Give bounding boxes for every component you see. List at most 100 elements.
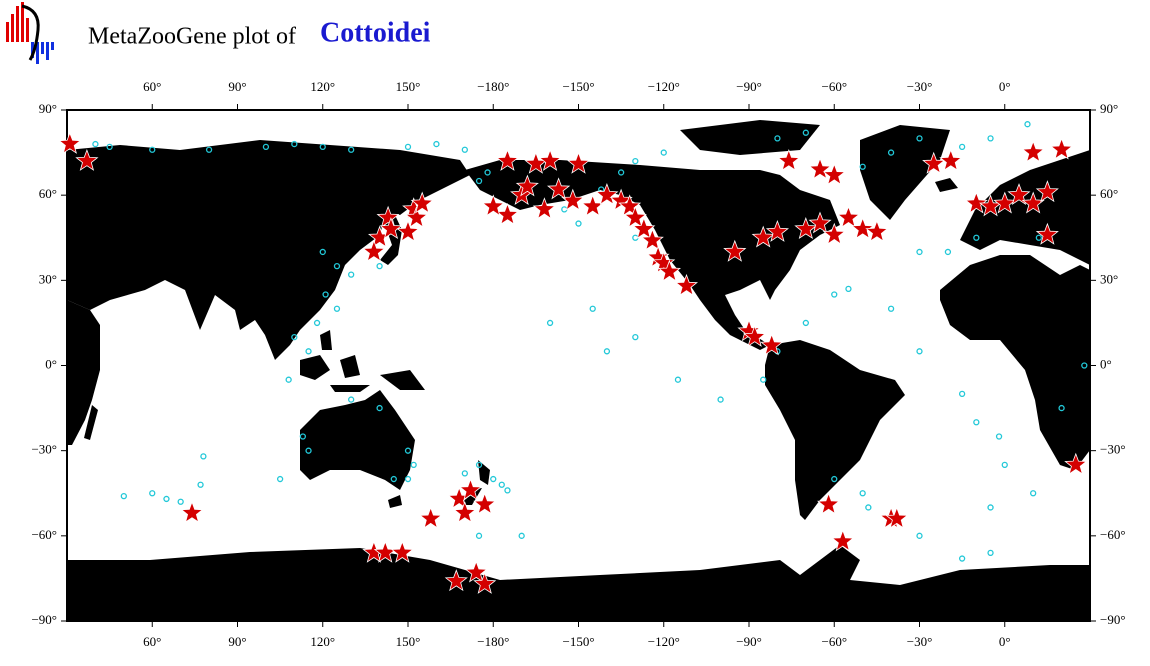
sample-ring <box>149 490 156 497</box>
sample-ring <box>760 376 767 383</box>
y-tick-label: 30° <box>1100 271 1118 286</box>
sample-ring <box>660 149 667 156</box>
sample-ring <box>404 475 412 483</box>
record-star <box>473 571 497 594</box>
record-star <box>379 217 403 240</box>
sample-ring <box>475 532 483 539</box>
sample-ring <box>632 234 639 241</box>
record-star <box>546 177 571 200</box>
sample-ring <box>461 146 468 153</box>
sample-ring <box>376 262 383 270</box>
record-star <box>459 478 483 501</box>
record-star <box>640 228 664 251</box>
sample-ring <box>348 146 355 153</box>
sample-ring <box>410 461 417 469</box>
record-star <box>1007 183 1031 206</box>
record-star <box>751 225 775 248</box>
sample-ring <box>305 348 312 355</box>
y-tick-label: 60° <box>1100 186 1118 201</box>
x-tick-label: −150° <box>562 634 594 649</box>
sample-ring <box>433 140 440 148</box>
record-star <box>595 183 619 206</box>
x-tick-label: −150° <box>562 79 594 94</box>
x-tick-label: −30° <box>907 634 933 649</box>
sample-ring <box>1058 404 1065 412</box>
sample-ring <box>632 333 639 341</box>
record-star <box>964 191 988 214</box>
sample-ring <box>717 396 724 403</box>
sample-ring <box>575 220 582 227</box>
record-star <box>1050 137 1074 160</box>
sample-ring <box>1001 461 1008 469</box>
sample-ring <box>484 169 491 176</box>
sample-ring <box>958 390 966 398</box>
record-star <box>405 205 429 228</box>
sample-ring <box>498 481 505 488</box>
sample-ring <box>390 475 397 483</box>
sample-ring <box>973 234 980 241</box>
record-star <box>419 506 443 529</box>
record-star <box>623 205 647 228</box>
record-star <box>618 194 642 217</box>
y-tick-label: −30° <box>31 442 57 457</box>
sample-ring <box>200 453 207 460</box>
record-star <box>1064 452 1088 475</box>
sample-ring <box>916 135 923 142</box>
sample-ring <box>376 404 383 412</box>
sample-ring <box>92 140 99 148</box>
sample-ring <box>305 447 312 454</box>
sample-ring <box>802 319 809 327</box>
record-star <box>390 540 414 563</box>
record-star <box>808 211 832 234</box>
sample-ring <box>802 129 809 136</box>
sample-ring <box>285 376 292 383</box>
record-star <box>743 324 767 347</box>
sample-ring <box>831 291 838 298</box>
y-tick-label: 0° <box>45 356 57 371</box>
record-star <box>566 151 591 174</box>
record-star <box>831 529 855 552</box>
sample-ring <box>404 143 412 151</box>
x-tick-label: −90° <box>736 634 762 649</box>
sample-ring <box>845 285 852 293</box>
sample-ring <box>106 143 113 151</box>
record-star <box>822 163 846 186</box>
sample-ring <box>995 433 1003 440</box>
sample-ring <box>944 248 952 256</box>
record-star <box>396 219 420 242</box>
x-tick-label: −60° <box>821 634 847 649</box>
record-star <box>581 194 605 217</box>
x-tick-label: −120° <box>648 634 680 649</box>
record-star <box>495 202 519 225</box>
sample-ring <box>1081 362 1088 369</box>
record-star <box>362 239 386 262</box>
record-star <box>794 217 818 240</box>
record-star <box>808 157 832 180</box>
record-star <box>760 333 784 356</box>
sample-ring <box>163 495 170 503</box>
title-taxon: Cottoidei <box>320 17 431 48</box>
record-star <box>723 239 747 262</box>
record-star <box>180 500 204 523</box>
sample-ring <box>958 143 966 151</box>
sample-ring <box>865 504 872 511</box>
x-tick-label: 0° <box>999 634 1011 649</box>
sample-ring <box>475 461 483 469</box>
sample-ring <box>313 319 321 327</box>
x-tick-label: −90° <box>736 79 762 94</box>
record-star <box>532 197 556 220</box>
record-star <box>822 222 846 245</box>
sample-ring <box>887 149 895 156</box>
sample-ring <box>859 490 866 497</box>
sample-ring <box>546 319 554 327</box>
y-tick-label: −60° <box>31 527 57 542</box>
sample-ring <box>319 248 326 256</box>
sample-ring <box>490 475 497 483</box>
x-tick-label: 90° <box>228 79 246 94</box>
sample-ring <box>322 291 329 298</box>
x-tick-label: 150° <box>396 79 421 94</box>
sample-ring <box>916 532 923 539</box>
x-tick-label: 60° <box>143 79 161 94</box>
record-star <box>495 148 519 171</box>
